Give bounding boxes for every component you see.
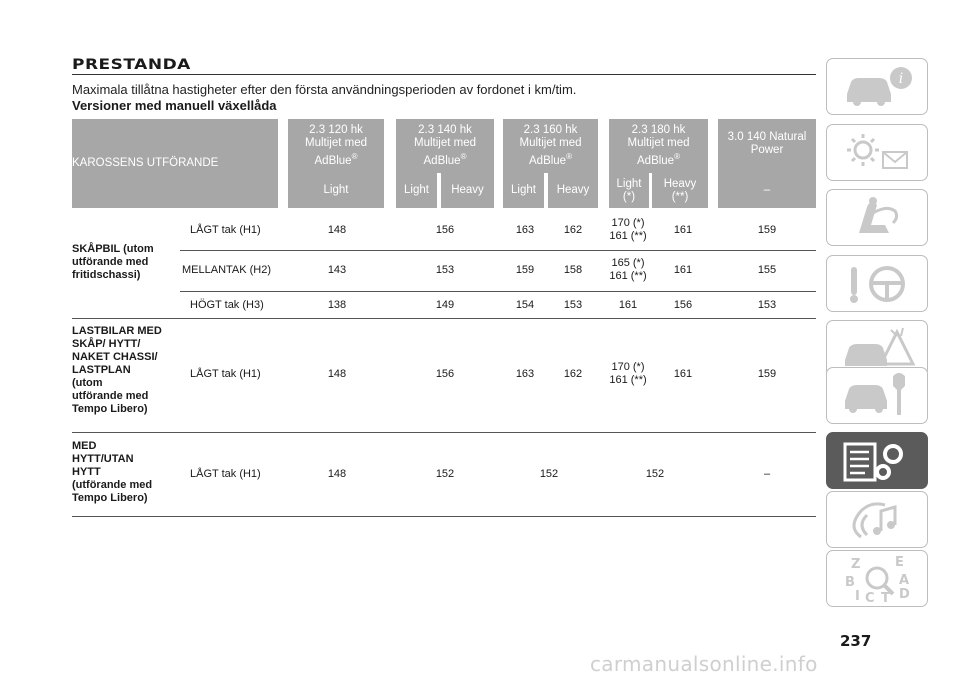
- speed-value: 159: [515, 264, 535, 276]
- speed-value: 170 (*) 161 (**): [609, 361, 647, 386]
- row-divider: [180, 250, 816, 251]
- speed-value: 152: [435, 468, 455, 480]
- index-letter: C: [865, 591, 875, 604]
- speed-value: 153: [563, 299, 583, 311]
- speed-value: 161: [618, 299, 638, 311]
- speed-value: 153: [757, 299, 777, 311]
- index-letter: T: [881, 591, 890, 604]
- steering-key-icon: [850, 265, 905, 303]
- speed-value: 158: [563, 264, 583, 276]
- tab-index[interactable]: Z E B A I C T D: [826, 550, 928, 607]
- engine-header: 2.3 180 hk Multijet med AdBlue®: [627, 124, 690, 167]
- title-divider: [72, 74, 816, 75]
- engine-header: 3.0 140 Natural Power: [727, 131, 807, 156]
- tab-maintenance[interactable]: [826, 367, 928, 424]
- roof-label: MELLANTAK (H2): [182, 264, 272, 276]
- speed-value: 143: [327, 264, 347, 276]
- speed-value: 152: [645, 468, 665, 480]
- speed-value: 155: [757, 264, 777, 276]
- index-letter: A: [899, 573, 909, 588]
- airbag-seat-icon: [859, 196, 899, 233]
- speed-value: 165 (*) 161 (**): [609, 257, 647, 282]
- header-body-type: KAROSSENS UTFÖRANDE: [72, 157, 219, 169]
- speed-value: –: [763, 468, 771, 480]
- index-letter: Z: [851, 557, 860, 572]
- tab-warning-lights[interactable]: [826, 124, 928, 181]
- variant-label: Heavy: [451, 184, 484, 196]
- speed-value: 148: [327, 224, 347, 236]
- speed-value: 138: [327, 299, 347, 311]
- index-icon: Z E B A I C T D: [845, 555, 910, 604]
- tab-starting-driving[interactable]: [826, 255, 928, 312]
- index-letter: B: [845, 575, 855, 590]
- speed-value: 170 (*) 161 (**): [609, 217, 647, 242]
- speed-value: 163: [515, 224, 535, 236]
- speed-value: 161: [673, 224, 693, 236]
- car-info-icon: i: [847, 66, 912, 106]
- breakdown-icon: [845, 327, 916, 366]
- speed-value: 161: [673, 368, 693, 380]
- tab-multimedia[interactable]: [826, 491, 928, 548]
- index-letter: E: [895, 555, 904, 570]
- speed-value: 156: [435, 368, 455, 380]
- group-divider: [72, 318, 816, 319]
- row-divider: [180, 291, 816, 292]
- roof-label: LÅGT tak (H1): [190, 224, 261, 236]
- variant-label: Light (*): [616, 178, 642, 203]
- group-label: MED HYTT/UTAN HYTT (utförande med Tempo Lib…: [72, 440, 153, 504]
- roof-label: LÅGT tak (H1): [190, 468, 261, 480]
- speed-value: 152: [539, 468, 559, 480]
- group-label: SKÅPBIL (utom utförande med fritidschassi): [72, 243, 154, 281]
- tab-car-info[interactable]: i: [826, 58, 928, 115]
- multimedia-icon: [852, 501, 897, 538]
- warning-lights-icon: [847, 133, 908, 169]
- variant-label: Light: [404, 184, 429, 196]
- variant-label: Light: [511, 184, 536, 196]
- technical-data-icon: [843, 442, 903, 481]
- tab-technical-data[interactable]: [826, 432, 928, 489]
- svg-text:i: i: [899, 71, 903, 87]
- roof-label: LÅGT tak (H1): [190, 368, 261, 380]
- variant-label: Heavy: [556, 184, 590, 196]
- variant-label: –: [763, 184, 771, 196]
- speed-value: 156: [435, 224, 455, 236]
- speed-value: 159: [757, 368, 777, 380]
- speed-value: 148: [327, 368, 347, 380]
- variant-label: Heavy (**): [663, 178, 697, 203]
- speed-value: 149: [435, 299, 455, 311]
- speed-value: 153: [435, 264, 455, 276]
- car-service-icon: [845, 372, 905, 415]
- page-title: PRESTANDA: [72, 56, 191, 73]
- section-heading: Versioner med manuell växellåda: [72, 98, 277, 113]
- speed-value: 159: [757, 224, 777, 236]
- table-bottom-rule: [72, 516, 816, 517]
- page-subtitle: Maximala tillåtna hastigheter efter den …: [72, 82, 577, 97]
- speed-value: 161: [673, 264, 693, 276]
- speed-value: 148: [327, 468, 347, 480]
- speed-value: 162: [563, 368, 583, 380]
- watermark: carmanualsonline.info: [590, 652, 818, 676]
- variant-label: Light: [323, 184, 349, 196]
- roof-label: HÖGT tak (H3): [190, 299, 264, 311]
- engine-header: 2.3 160 hk Multijet med AdBlue®: [519, 124, 582, 167]
- tab-safety[interactable]: [826, 189, 928, 246]
- speed-value: 156: [673, 299, 693, 311]
- speed-value: 162: [563, 224, 583, 236]
- index-letter: D: [899, 587, 910, 602]
- engine-header: 2.3 140 hk Multijet med AdBlue®: [414, 124, 476, 167]
- page-number: 237: [840, 632, 872, 650]
- index-letter: I: [855, 589, 860, 604]
- group-label: LASTBILAR MED SKÅP/ HYTT/NAKET CHASSI/ LA…: [72, 325, 162, 415]
- group-divider: [72, 432, 816, 433]
- speed-value: 163: [515, 368, 535, 380]
- engine-header: 2.3 120 hk Multijet med AdBlue®: [305, 124, 367, 167]
- speed-value: 154: [515, 299, 535, 311]
